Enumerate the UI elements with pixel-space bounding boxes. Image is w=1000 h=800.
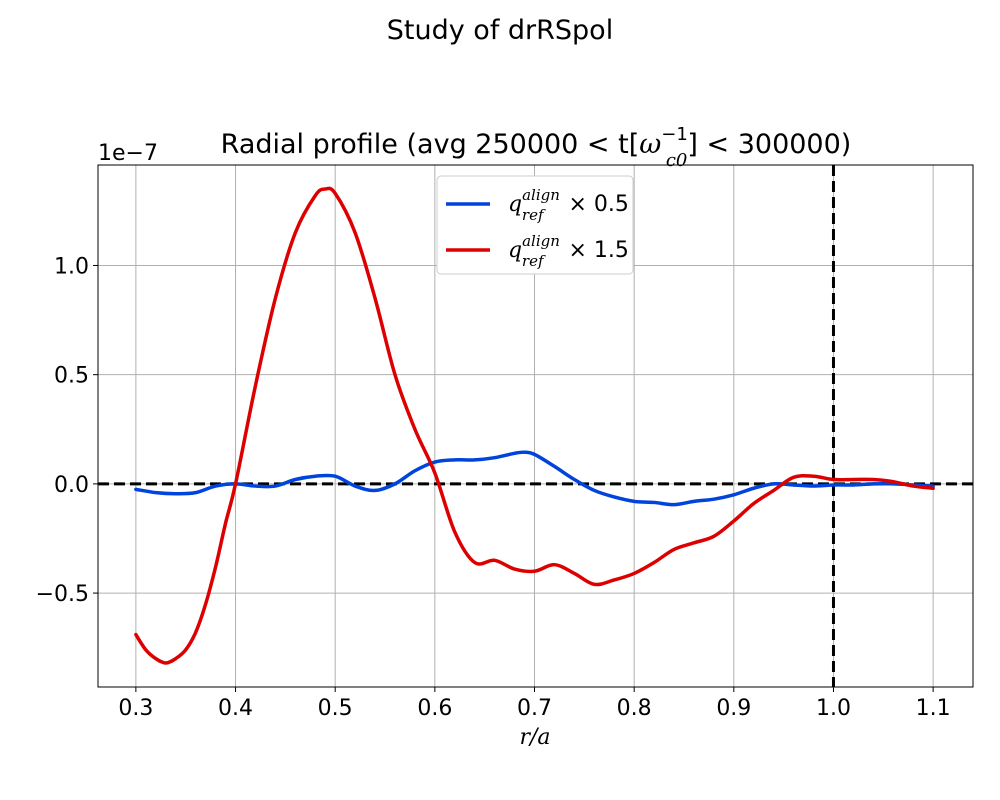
x-axis-label: r/a [519, 725, 550, 750]
plot-title: Radial profile (avg 250000 < t[ω−1 c0] < … [221, 124, 852, 171]
legend-label-1: qalign ref × 1.5 [508, 232, 629, 270]
plot-title-prefix: Radial profile (avg 250000 < t[ [221, 129, 640, 160]
y-axis: −0.5 0.0 0.5 1.0 [36, 254, 98, 607]
x-tick-label-4: 0.7 [517, 696, 552, 721]
plot-frame [97, 164, 974, 688]
x-tick-label-6: 0.9 [716, 696, 751, 721]
x-tick-label-0: 0.3 [118, 696, 153, 721]
x-tick-label-2: 0.5 [318, 696, 353, 721]
y-tick-label-3: 1.0 [54, 254, 89, 279]
legend-label-0: qalign ref × 0.5 [508, 186, 629, 224]
series-line-0 [134, 450, 935, 507]
figure-suptitle: Study of drRSpol [387, 15, 613, 46]
x-tick-label-7: 1.0 [816, 696, 851, 721]
x-tick-label-1: 0.4 [218, 696, 253, 721]
x-axis: 0.3 0.4 0.5 0.6 0.7 0.8 0.9 1.0 1.1 [118, 687, 951, 721]
plot-title-subscript: c0 [666, 150, 688, 171]
x-tick-label-3: 0.6 [417, 696, 452, 721]
y-offset-text: 1e−7 [98, 141, 158, 166]
plot-title-superscript: −1 [661, 124, 688, 145]
series-line-1 [134, 186, 935, 665]
plot-title-omega: ω [639, 129, 661, 160]
x-tick-label-8: 1.1 [916, 696, 951, 721]
plot-title-suffix: ] < 300000) [687, 129, 851, 160]
legend: qalign ref × 0.5 qalign ref × 1.5 [436, 175, 634, 275]
y-tick-label-2: 0.5 [54, 364, 89, 389]
series-layer [134, 186, 935, 665]
x-tick-label-5: 0.8 [617, 696, 652, 721]
y-tick-label-0: −0.5 [36, 582, 89, 607]
y-tick-label-1: 0.0 [54, 473, 89, 498]
